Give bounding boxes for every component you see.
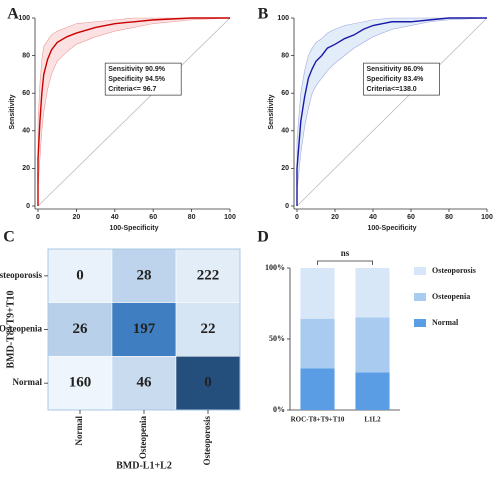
annotation-box (104, 62, 182, 96)
panel-label: A (7, 6, 19, 23)
column-label: Osteopenia (138, 416, 148, 460)
x-tick-label: 100 (481, 214, 493, 221)
x-tick-label: 80 (445, 214, 453, 221)
cell-value: 222 (197, 267, 220, 283)
annotation: Sensitivity 86.0% (367, 66, 425, 73)
x-axis-label: 100-Specificity (367, 225, 416, 232)
y-tick-label: 100 (277, 15, 289, 22)
annotation: Criteria<= 96.7 (108, 86, 156, 93)
roc-curve (37, 17, 230, 206)
x-tick-label: 40 (111, 214, 119, 221)
cell-value: 28 (137, 267, 152, 283)
x-tick-label: 80 (188, 214, 196, 221)
cell-value: 197 (133, 321, 156, 337)
heatmap-cell (111, 248, 177, 303)
legend-label: Normal (432, 318, 459, 327)
heatmap-cell (175, 302, 241, 357)
row-label: Normal (13, 377, 43, 387)
cell-value: 26 (73, 321, 89, 337)
bar-segment (300, 368, 335, 410)
legend-swatch (414, 319, 426, 327)
row-label: Osteopenia (0, 324, 42, 334)
y-tick-label: 0 (26, 203, 30, 210)
x-tick-label: 20 (331, 214, 339, 221)
legend-swatch (414, 267, 426, 275)
bar-segment (300, 318, 335, 369)
reference-line (296, 17, 488, 207)
annotation-box (363, 62, 440, 96)
y-tick-label: 50% (269, 334, 285, 343)
y-tick-label: 40 (281, 128, 289, 135)
x-tick-label: 20 (73, 214, 81, 221)
column-label: Osteoporosis (202, 416, 212, 466)
x-tick-label: 60 (407, 214, 415, 221)
cell-value: 22 (201, 321, 216, 337)
y-tick-label: 0% (273, 405, 285, 414)
x-tick-label: 60 (149, 214, 157, 221)
annotation: Specificity 94.5% (108, 76, 166, 83)
y-tick-label: 100% (265, 263, 285, 272)
heatmap-cell (111, 302, 177, 357)
cell-value: 160 (69, 375, 92, 391)
y-axis-label: BMD-T8+T9+T10 (5, 290, 16, 368)
heatmap-cell (111, 356, 177, 411)
y-tick-label: 20 (281, 165, 289, 172)
y-tick-label: 20 (22, 165, 30, 172)
y-tick-label: 0 (285, 203, 289, 210)
x-axis-label: BMD-L1+L2 (116, 460, 172, 471)
significance-bracket (317, 260, 373, 265)
reference-line (37, 17, 231, 207)
panel-label: C (3, 229, 15, 246)
heatmap-cell (47, 356, 113, 411)
y-tick-label: 80 (22, 52, 30, 59)
annotation: Criteria<=138.0 (367, 86, 417, 93)
x-tick-label: 0 (36, 214, 40, 221)
legend-label: Osteoporosis (432, 266, 476, 275)
x-tick-label: 0 (295, 214, 299, 221)
y-tick-label: 80 (281, 52, 289, 59)
heatmap-cell (47, 302, 113, 357)
annotation: Sensitivity 90.9% (108, 66, 166, 73)
y-tick-label: 100 (18, 15, 30, 22)
bar-segment (355, 372, 390, 410)
y-tick-label: 40 (22, 128, 30, 135)
panel-label: D (257, 229, 269, 246)
y-tick-label: 60 (281, 90, 289, 97)
bar-segment (300, 268, 335, 319)
bar-segment (355, 317, 390, 373)
bar-segment (355, 268, 390, 318)
y-tick-label: 60 (22, 90, 30, 97)
legend-swatch (414, 293, 426, 301)
x-tick-label: 40 (369, 214, 377, 221)
legend-label: Osteopenia (432, 292, 470, 301)
panel-label: B (258, 6, 269, 23)
y-axis-label: Sensitivity (268, 94, 275, 129)
cell-value: 0 (204, 375, 212, 391)
roc-curve (296, 17, 487, 206)
x-tick-label: ROC-T8+T9+T10 (291, 416, 345, 424)
cell-value: 46 (137, 375, 153, 391)
x-tick-label: 100 (224, 214, 236, 221)
x-tick-label: L1L2 (364, 416, 381, 424)
heatmap-cell (47, 248, 113, 303)
significance-label: ns (341, 248, 350, 258)
annotation: Specificity 83.4% (367, 76, 425, 83)
cell-value: 0 (76, 267, 84, 283)
heatmap-cell (175, 248, 241, 303)
y-axis-label: Sensitivity (9, 94, 16, 129)
row-label: Osteoporosis (0, 270, 42, 280)
x-axis-label: 100-Specificity (109, 225, 158, 232)
column-label: Normal (74, 416, 84, 446)
